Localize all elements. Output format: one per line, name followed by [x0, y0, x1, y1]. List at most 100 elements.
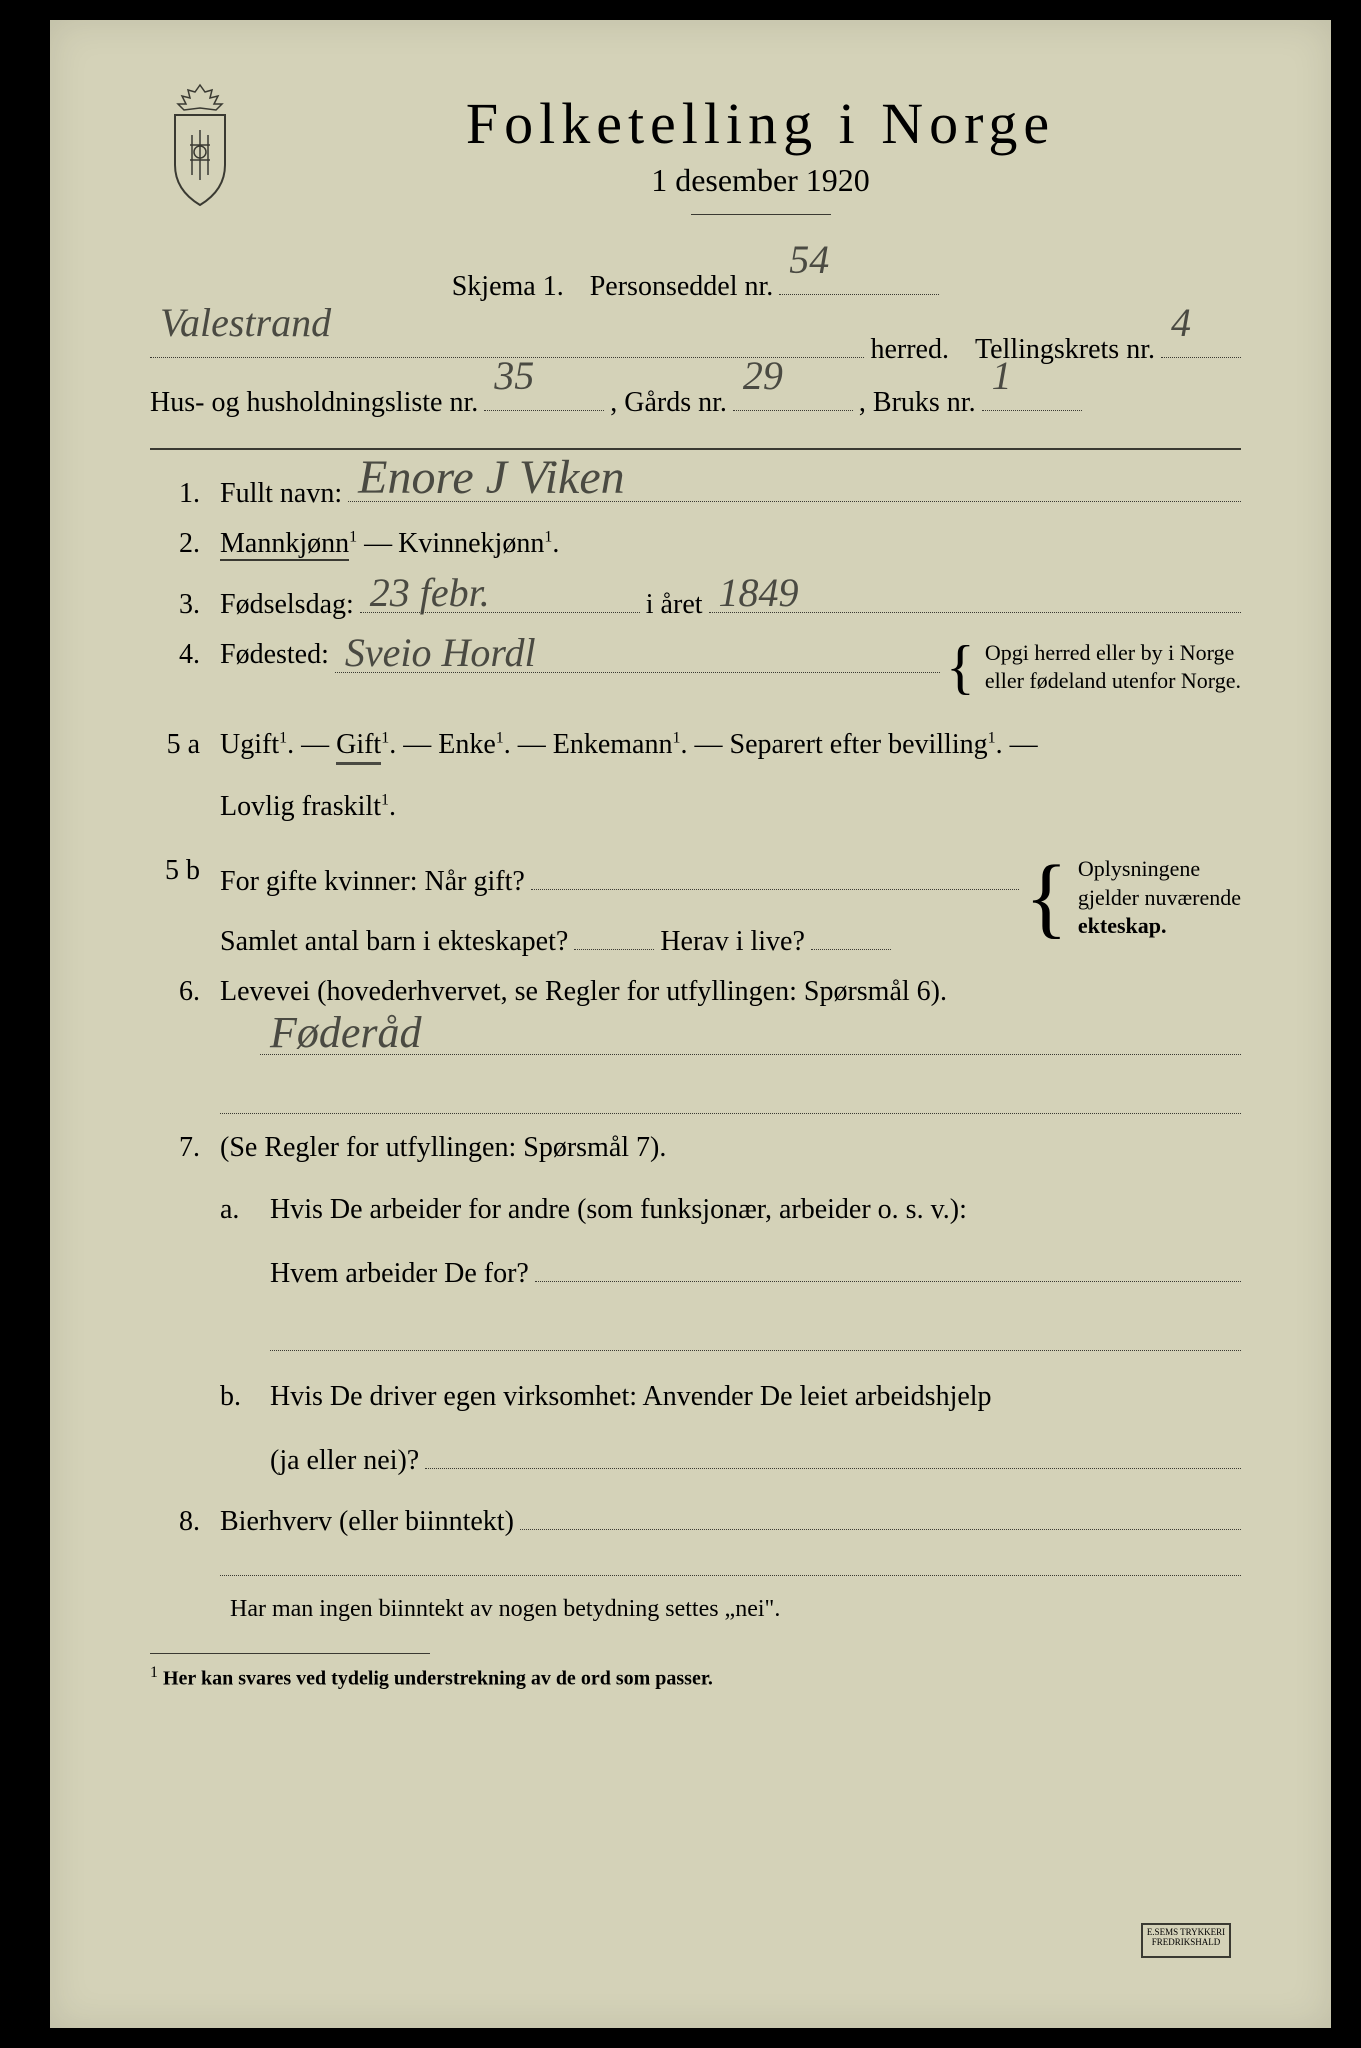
- bruks-value: 1: [992, 338, 1012, 414]
- q2-row: 2. Mannkjønn1 — Kvinnekjønn1.: [150, 528, 1241, 560]
- gards-value: 29: [743, 338, 783, 414]
- herred-line: Valestrand herred. Tellingskrets nr. 4: [150, 323, 1241, 376]
- q5b-line2-label2: Herav i live?: [660, 926, 805, 958]
- q5b-gift-field: [531, 855, 1019, 890]
- page-background: Folketelling i Norge 1 desember 1920 Skj…: [0, 0, 1361, 2048]
- q8-field: [520, 1495, 1241, 1530]
- printer-stamp: E.SEMS TRYKKERI FREDRIKSHALD: [1141, 1923, 1231, 1958]
- q5a-lovlig: Lovlig fraskilt1.: [220, 791, 396, 822]
- q7b-field: [425, 1435, 1241, 1470]
- q5a-num: 5 a: [150, 729, 200, 761]
- q6-row: 6. Levevei (hovederhvervet, se Regler fo…: [150, 976, 1241, 1113]
- q7-label: (Se Regler for utfyllingen: Spørsmål 7).: [220, 1132, 1241, 1164]
- title-divider: [691, 214, 831, 215]
- q3-day-field: 23 febr.: [360, 578, 640, 613]
- main-title: Folketelling i Norge: [280, 90, 1241, 157]
- hus-line: Hus- og husholdningsliste nr. 35 , Gårds…: [150, 376, 1241, 429]
- q8-label: Bierhverv (eller biinntekt): [220, 1506, 514, 1538]
- tellingskrets-field: 4: [1161, 324, 1241, 359]
- q3-year-label: i året: [646, 589, 703, 621]
- bruks-label: , Bruks nr.: [859, 376, 976, 429]
- subtitle-date: 1 desember 1920: [280, 162, 1241, 199]
- q5b-line1-label: For gifte kvinner: Når gift?: [220, 866, 525, 898]
- q5b-row: 5 b For gifte kvinner: Når gift? Samlet …: [150, 855, 1241, 958]
- q1-value: Enore J Viken: [358, 450, 625, 505]
- q5b-note: Oplysningene gjelder nuværende ekteskap.: [1078, 855, 1241, 941]
- bracket-icon: {: [946, 643, 975, 691]
- q7a-block: a. Hvis De arbeider for andre (som funks…: [220, 1194, 1241, 1351]
- q5a-enkemann: Enkemann1. —: [553, 729, 730, 760]
- q7a-field: [535, 1248, 1241, 1283]
- q6-field: Føderåd: [260, 1020, 1241, 1055]
- personseddel-field: 54: [779, 260, 939, 295]
- q7b-line1: Hvis De driver egen virksomhet: Anvender…: [270, 1381, 1241, 1413]
- bottom-note: Har man ingen biinntekt av nogen betydni…: [230, 1596, 1241, 1623]
- q8-row: 8. Bierhverv (eller biinntekt): [150, 1495, 1241, 1538]
- bruks-field: 1: [982, 377, 1082, 412]
- footnote-divider: [150, 1653, 430, 1654]
- q5b-num: 5 b: [150, 855, 200, 887]
- q2-num: 2.: [150, 528, 200, 560]
- q3-year-value: 1849: [719, 569, 799, 616]
- q3-label: Fødselsdag:: [220, 589, 354, 621]
- title-block: Folketelling i Norge 1 desember 1920: [280, 80, 1241, 240]
- q6-label: Levevei (hovederhvervet, se Regler for u…: [220, 976, 1241, 1008]
- q3-row: 3. Fødselsdag: 23 febr. i året 1849: [150, 578, 1241, 621]
- q2-kvinne: Kvinnekjønn1.: [398, 528, 559, 560]
- q4-label: Fødested:: [220, 639, 329, 671]
- personseddel-value: 54: [789, 222, 829, 298]
- q6-value: Føderåd: [270, 1007, 422, 1058]
- q4-note: Opgi herred eller by i Norge eller fødel…: [985, 639, 1241, 696]
- gards-field: 29: [733, 377, 853, 412]
- q4-row: 4. Fødested: Sveio Hordl { Opgi herred e…: [150, 639, 1241, 696]
- footnote: 1 Her kan svares ved tydelig understrekn…: [150, 1664, 1241, 1691]
- hus-label: Hus- og husholdningsliste nr.: [150, 376, 478, 429]
- q3-year-field: 1849: [709, 578, 1241, 613]
- herred-value: Valestrand: [160, 285, 331, 361]
- q2-mann: Mannkjønn1 —: [220, 528, 392, 560]
- q5b-barn-field: [574, 916, 654, 951]
- q7a-field2: [270, 1316, 1241, 1351]
- q4-field: Sveio Hordl: [335, 639, 940, 674]
- q1-label: Fullt navn:: [220, 478, 342, 510]
- coat-of-arms-icon: [150, 80, 250, 210]
- q5a-row: 5 a Ugift1. — Gift1. — Enke1. — Enkemann…: [150, 714, 1241, 837]
- q8-num: 8.: [150, 1506, 200, 1538]
- tellingskrets-value: 4: [1171, 285, 1191, 361]
- q4-value: Sveio Hordl: [345, 629, 536, 676]
- q1-num: 1.: [150, 478, 200, 510]
- q7a-line1: Hvis De arbeider for andre (som funksjon…: [270, 1194, 1241, 1226]
- q3-num: 3.: [150, 589, 200, 621]
- q6-num: 6.: [150, 976, 200, 1008]
- hus-field: 35: [484, 377, 604, 412]
- header: Folketelling i Norge 1 desember 1920: [150, 80, 1241, 240]
- q5a-enke: Enke1. —: [438, 729, 553, 760]
- q5a-gift: Gift1. —: [336, 729, 438, 760]
- q7b-letter: b.: [220, 1381, 250, 1478]
- q3-day-value: 23 febr.: [370, 569, 490, 616]
- gards-label: , Gårds nr.: [610, 376, 727, 429]
- personseddel-label: Personseddel nr.: [590, 260, 774, 313]
- q5a-separert: Separert efter bevilling1. —: [730, 729, 1038, 760]
- q4-bracket: { Opgi herred eller by i Norge eller fød…: [946, 639, 1241, 696]
- bracket-icon: {: [1025, 862, 1068, 934]
- hus-value: 35: [494, 338, 534, 414]
- q7a-letter: a.: [220, 1194, 250, 1351]
- herred-label: herred.: [870, 323, 949, 376]
- section-divider-1: [150, 448, 1241, 450]
- q5b-bracket: { Oplysningene gjelder nuværende ekteska…: [1025, 855, 1241, 941]
- q1-row: 1. Fullt navn: Enore J Viken: [150, 468, 1241, 511]
- q7b-block: b. Hvis De driver egen virksomhet: Anven…: [220, 1381, 1241, 1478]
- skjema-label: Skjema 1.: [452, 260, 564, 313]
- q7-row: 7. (Se Regler for utfyllingen: Spørsmål …: [150, 1132, 1241, 1478]
- q5a-ugift: Ugift1. —: [220, 729, 336, 760]
- q6-field2: [220, 1079, 1241, 1114]
- q5b-line2-label1: Samlet antal barn i ekteskapet?: [220, 926, 568, 958]
- q7-num: 7.: [150, 1132, 200, 1164]
- q1-field: Enore J Viken: [348, 468, 1241, 503]
- q8-field2: [220, 1556, 1241, 1576]
- q7b-line2: (ja eller nei)?: [270, 1445, 419, 1477]
- q7a-line2: Hvem arbeider De for?: [270, 1258, 529, 1290]
- document-page: Folketelling i Norge 1 desember 1920 Skj…: [50, 20, 1331, 2028]
- q5b-live-field: [811, 916, 891, 951]
